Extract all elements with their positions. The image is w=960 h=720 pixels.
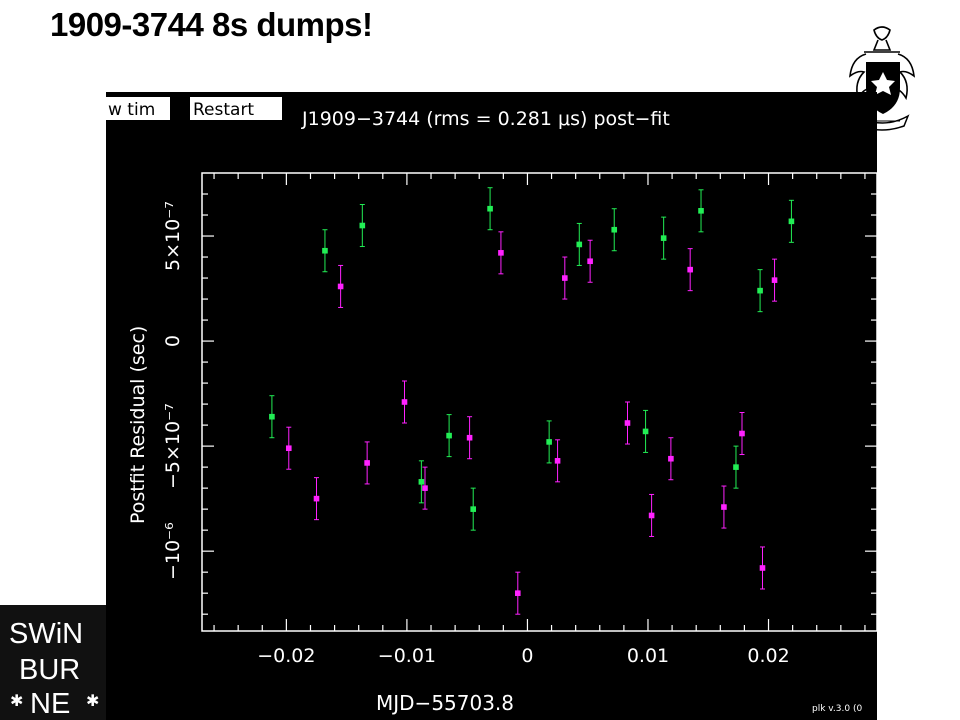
data-point-series-1 [515,590,521,596]
data-point-series-1 [422,485,428,491]
logo-star-right-icon: ✱ [86,693,99,710]
plk-plot-window: w tim Restart J1909−3744 (rms = 0.281 μs… [106,92,877,720]
logo-line-2: BUR [19,654,80,686]
residual-plot: w tim Restart J1909−3744 (rms = 0.281 μs… [106,97,877,715]
data-point-series-1 [337,283,344,290]
x-tick-label: −0.02 [257,645,315,667]
data-point-series-2 [269,413,275,420]
y-tick-label: −10⁻⁶ [162,522,184,580]
data-point-series-1 [687,266,693,273]
y-tick-labels: −10⁻⁶ −5×10⁻⁷ 0 5×10⁻⁷ [162,201,184,580]
data-point-series-1 [624,420,631,426]
x-tick-label: 0 [521,645,533,667]
x-tick-labels: −0.02 −0.01 0 0.01 0.02 [257,645,789,667]
data-point-series-1 [554,458,561,464]
restart-button-label[interactable]: Restart [193,100,254,120]
plot-title: J1909−3744 (rms = 0.281 μs) post−fit [301,108,670,130]
data-point-series-1 [313,495,320,502]
data-point-series-1 [771,277,778,283]
y-axis-label: Postfit Residual (sec) [127,326,149,524]
restart-button[interactable] [190,97,282,120]
data-point-series-2 [660,235,667,241]
data-point-series-2 [788,218,795,225]
data-point-series-1 [759,565,766,571]
y-tick-label: 0 [162,335,184,347]
data-point-series-1 [401,399,408,405]
data-point-series-2 [546,439,552,445]
data-point-series-1 [587,258,593,265]
logo-line-3: NE [30,688,70,720]
data-point-series-2 [322,247,328,254]
logo-line-1: SWiN [9,618,83,650]
plk-version: plk v.3.0 (0 [812,704,862,714]
logo-star-left-icon: ✱ [10,693,23,710]
data-point-series-1 [466,434,473,441]
data-point-series-1 [285,445,292,452]
y-tick-label: 5×10⁻⁷ [162,201,184,271]
data-point-series-1 [562,275,568,281]
swinburne-logo: SWiN BUR NE ✱ ✱ [0,605,106,720]
data-point-series-2 [642,428,649,435]
data-point-series-2 [446,432,452,439]
new-time-button-label[interactable]: w tim [108,100,155,120]
new-time-button[interactable] [106,97,170,120]
x-tick-label: −0.01 [378,645,436,667]
data-point-series-2 [470,506,477,512]
data-point-series-2 [733,464,739,470]
x-axis-label: MJD−55703.8 [376,691,514,715]
data-point-series-2 [757,287,763,294]
data-point-series-1 [739,430,745,437]
data-point-series-1 [721,504,727,510]
x-tick-label: 0.01 [627,645,669,667]
data-point-series-1 [648,512,655,519]
data-point-series-1 [668,455,674,462]
data-points [269,187,795,615]
y-tick-label: −5×10⁻⁷ [162,403,184,489]
data-point-series-2 [698,208,704,214]
data-point-series-2 [359,222,366,229]
data-point-series-1 [498,250,504,256]
x-tick-label: 0.02 [747,645,789,667]
data-point-series-2 [418,479,425,485]
data-point-series-2 [611,226,618,233]
data-point-series-1 [364,460,370,466]
data-point-series-2 [487,205,493,212]
data-point-series-2 [576,241,583,248]
axis-ticks [202,173,877,631]
slide-title: 1909-3744 8s dumps! [50,6,373,43]
plot-frame [201,172,877,632]
